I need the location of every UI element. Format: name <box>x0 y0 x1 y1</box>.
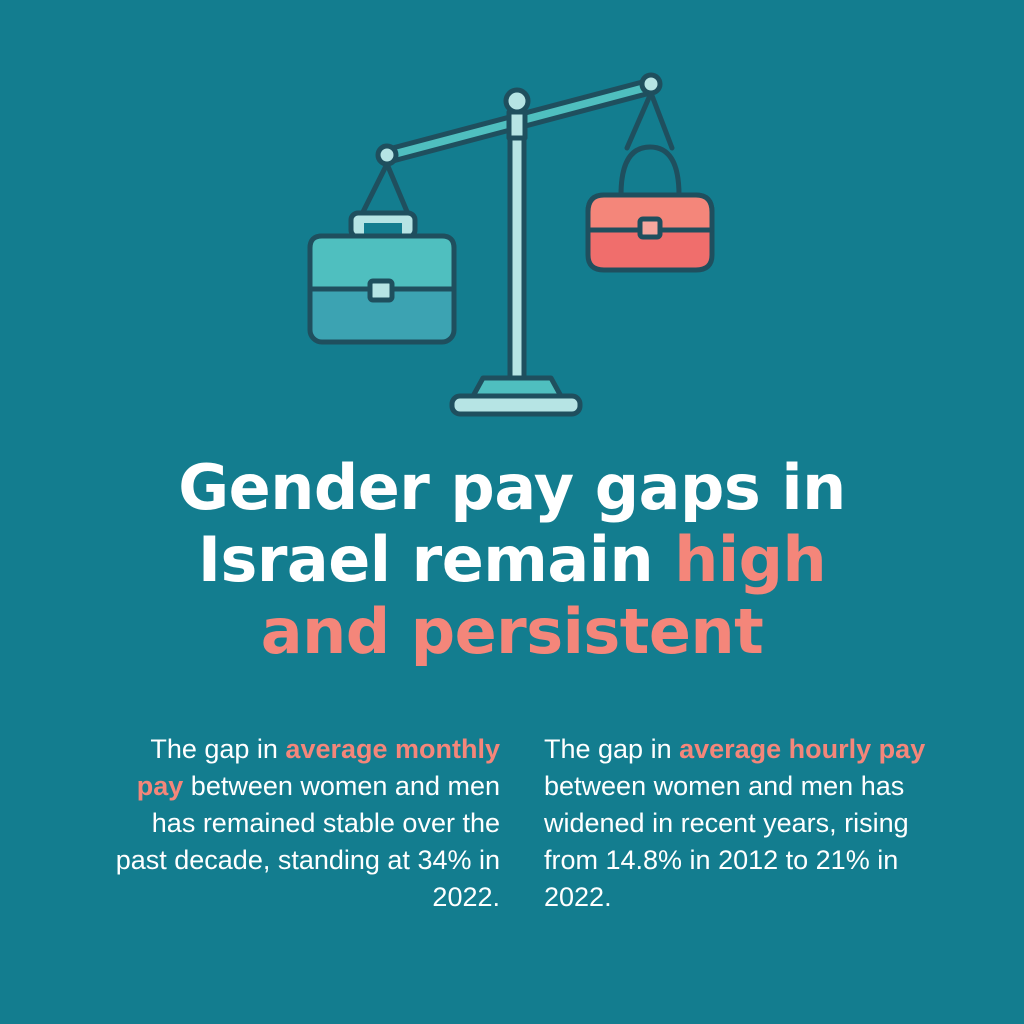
headline-line-2: Israel remain high <box>112 524 912 596</box>
briefcase-icon <box>307 210 457 345</box>
monthly-pay-gap-text: The gap in average monthly pay between w… <box>110 731 500 916</box>
headline-line-1: Gender pay gaps in <box>178 451 846 524</box>
headline-line-2-text: Israel remain <box>197 523 675 596</box>
monthly-highlight: average monthly pay <box>136 734 500 801</box>
balance-scale-icon <box>307 72 715 417</box>
monthly-prefix: The gap in <box>150 734 286 764</box>
hourly-suffix: between women and men has widened in rec… <box>544 771 909 912</box>
monthly-suffix: between women and men has remained stabl… <box>115 771 500 912</box>
handbag-icon <box>585 144 715 273</box>
hourly-pay-gap-text: The gap in average hourly pay between wo… <box>544 731 934 916</box>
hourly-highlight: average hourly pay <box>679 734 926 764</box>
headline-line-3: and persistent <box>260 595 764 668</box>
headline: Gender pay gaps in Israel remain high an… <box>112 452 912 668</box>
hourly-prefix: The gap in <box>544 734 680 764</box>
headline-accent-high: high <box>674 523 827 596</box>
